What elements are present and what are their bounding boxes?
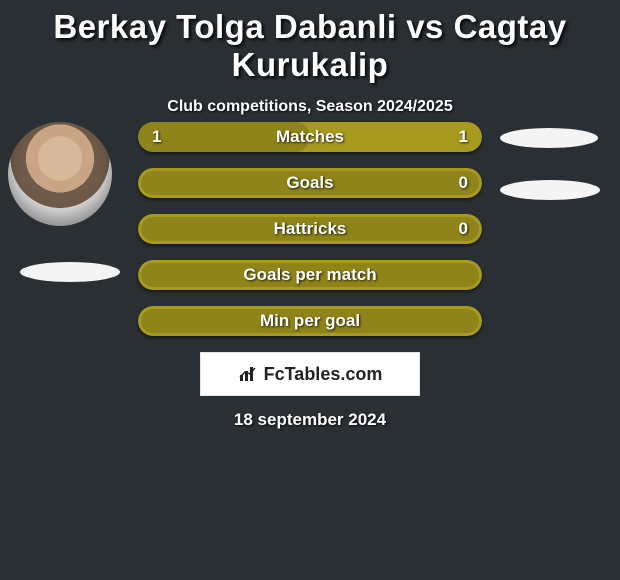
page-title: Berkay Tolga Dabanli vs Cagtay Kurukalip [0,0,620,84]
stat-bar: Min per goal [138,306,482,336]
brand-box: FcTables.com [200,352,420,396]
stat-bar: Matches1 1 [138,122,482,152]
bar-value-right: 1 [459,122,468,152]
bar-label: Matches [138,122,482,152]
bar-label: Goals [138,168,482,198]
comparison-bars: Matches11Goals0Hattricks0Goals per match… [138,122,482,352]
bar-value-left: 1 [152,122,161,152]
bar-value-right: 0 [459,214,468,244]
stat-bar: Goals0 [138,168,482,198]
stat-bar: Goals per match [138,260,482,290]
brand-text: FcTables.com [264,364,383,385]
bar-label: Hattricks [138,214,482,244]
chart-icon [238,365,260,383]
date-line: 18 september 2024 [0,410,620,430]
bar-label: Goals per match [138,260,482,290]
player-left-avatar [8,122,112,226]
bar-value-right: 0 [459,168,468,198]
avatar-shadow-right-1 [500,128,598,148]
avatar-shadow-right-2 [500,180,600,200]
stat-bar: Hattricks0 [138,214,482,244]
bar-label: Min per goal [138,306,482,336]
page-subtitle: Club competitions, Season 2024/2025 [0,98,620,116]
avatar-shadow-left [20,262,120,282]
